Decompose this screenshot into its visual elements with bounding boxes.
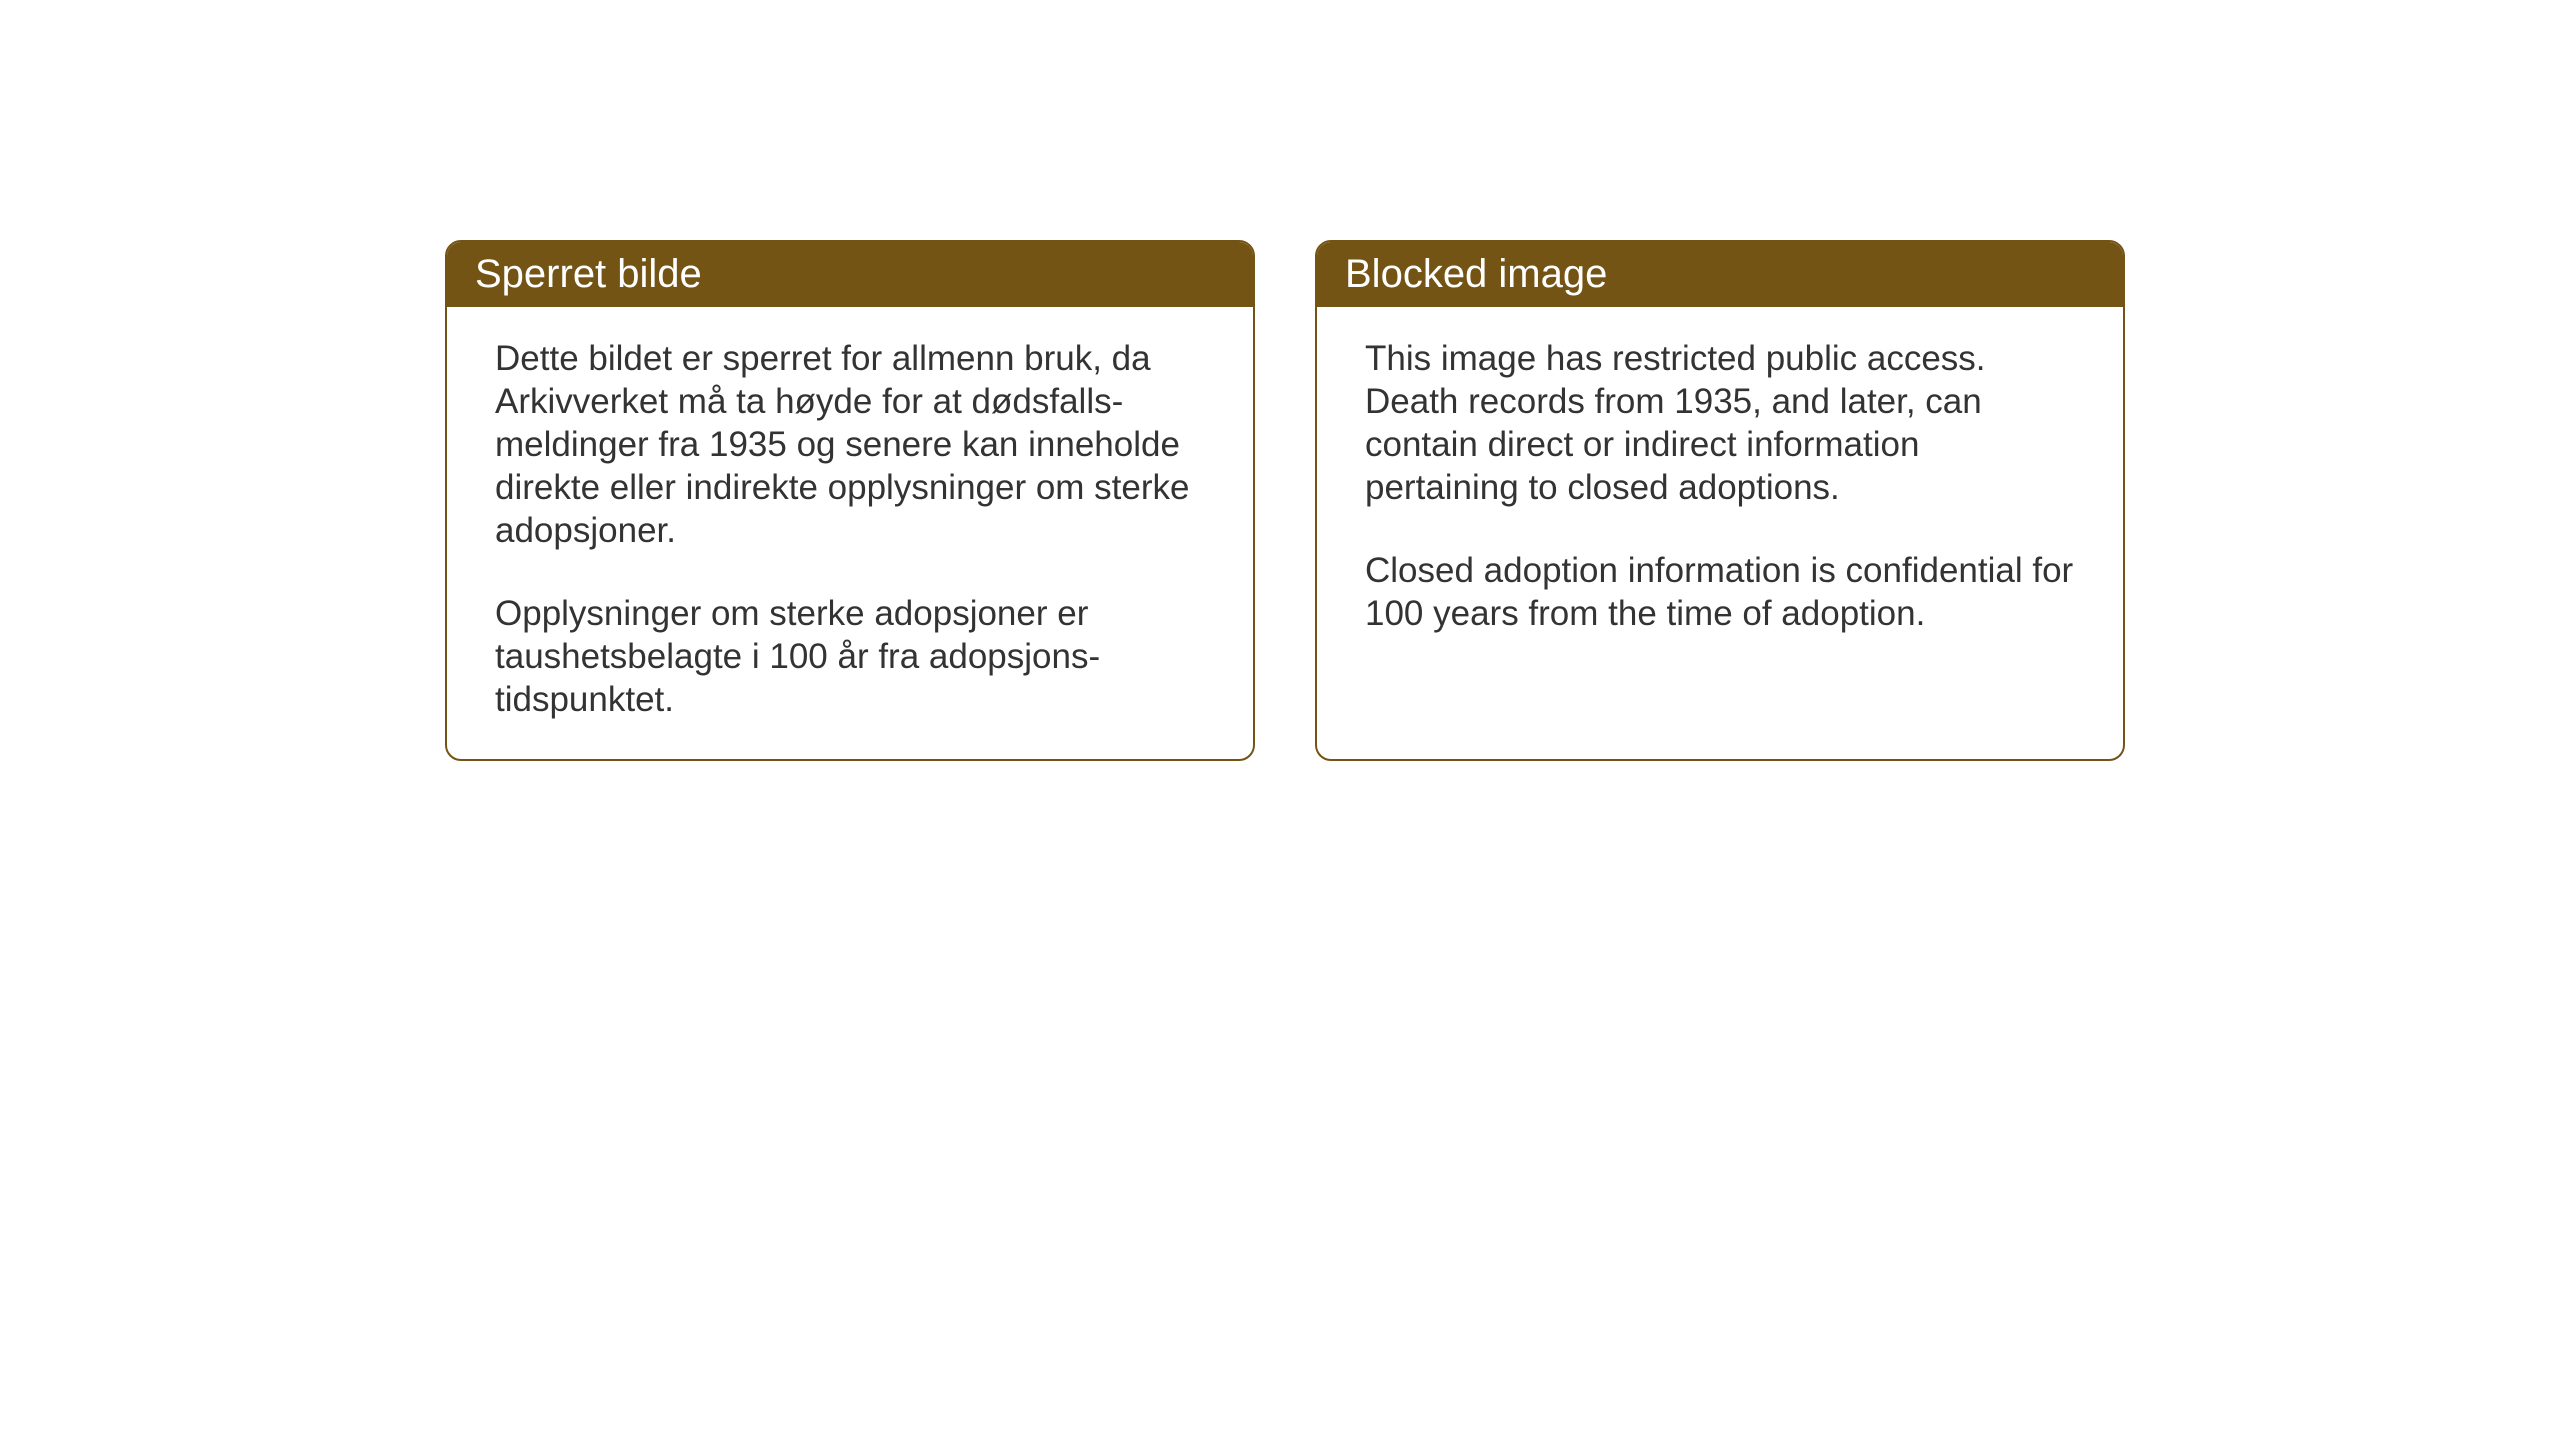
norwegian-card-body: Dette bildet er sperret for allmenn bruk… [447, 307, 1253, 759]
norwegian-paragraph-1: Dette bildet er sperret for allmenn bruk… [495, 337, 1205, 552]
english-info-card: Blocked image This image has restricted … [1315, 240, 2125, 761]
norwegian-card-title: Sperret bilde [447, 242, 1253, 307]
info-cards-container: Sperret bilde Dette bildet er sperret fo… [445, 240, 2560, 761]
norwegian-info-card: Sperret bilde Dette bildet er sperret fo… [445, 240, 1255, 761]
norwegian-paragraph-2: Opplysninger om sterke adopsjoner er tau… [495, 592, 1205, 721]
english-paragraph-1: This image has restricted public access.… [1365, 337, 2075, 509]
english-card-body: This image has restricted public access.… [1317, 307, 2123, 673]
english-paragraph-2: Closed adoption information is confident… [1365, 549, 2075, 635]
english-card-title: Blocked image [1317, 242, 2123, 307]
